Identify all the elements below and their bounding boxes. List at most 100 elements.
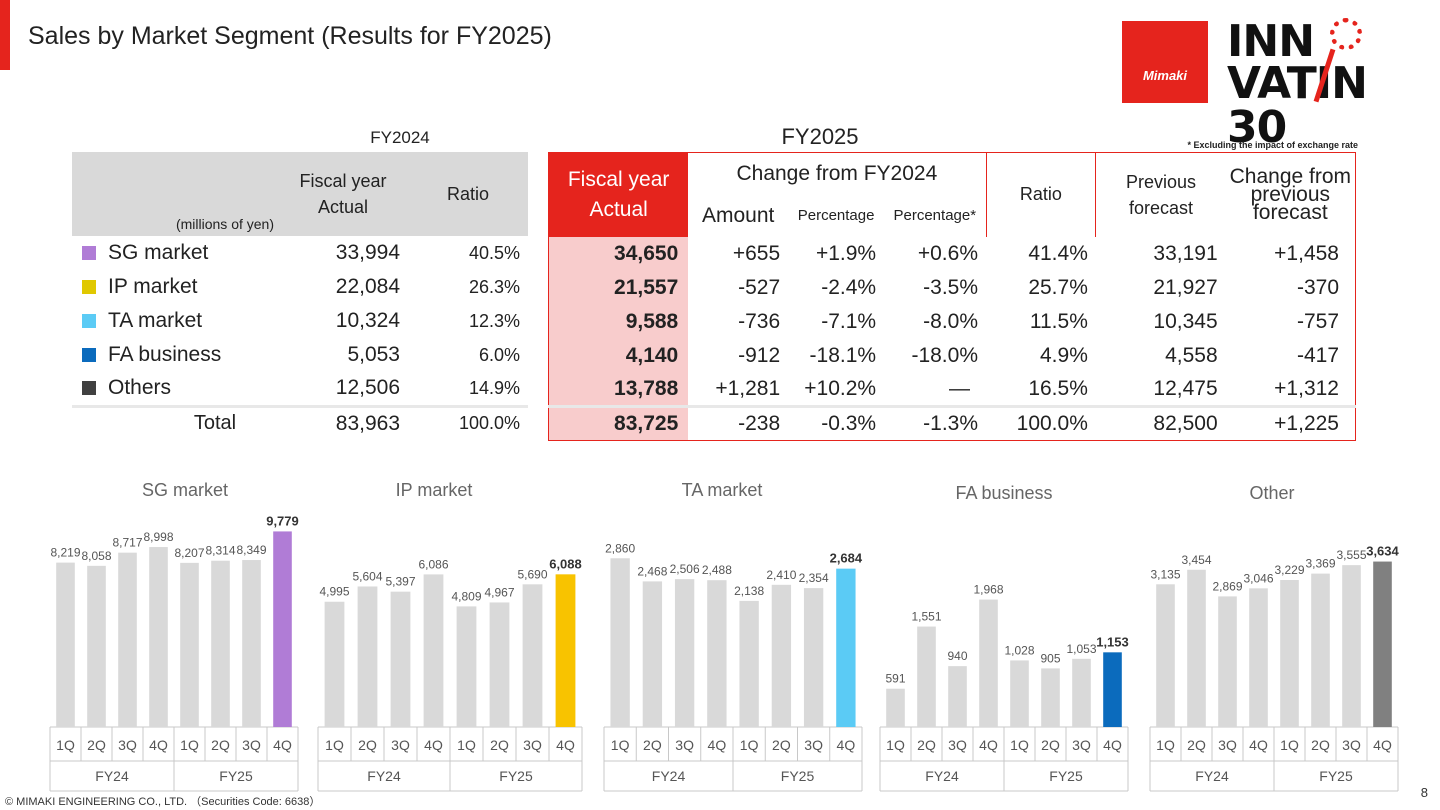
tick-label: 4Q <box>979 737 998 753</box>
fy24-actual: 10,324 <box>335 309 400 332</box>
table-row: 9,588 -736 -7.1% -8.0% 11.5% 10,345 -757 <box>548 304 1356 339</box>
fy25-ratio: 41.4% <box>1028 241 1088 265</box>
fy25-col-change-prev: Change from previous forecast <box>1229 164 1352 224</box>
tick-label: 3Q <box>1072 737 1091 753</box>
bar <box>1072 658 1091 727</box>
fy25-pct: +1.9% <box>815 241 877 265</box>
chart-svg: 2,860 1Q 2,468 2Q 2,506 3Q 2,488 4Q 2,138 1Q 2,410… <box>603 541 863 792</box>
group-label: FY24 <box>95 768 129 784</box>
bar <box>707 580 727 727</box>
tick-label: 2Q <box>87 737 106 753</box>
tick-label: 1Q <box>56 737 75 753</box>
tick-label: 1Q <box>1280 737 1299 753</box>
fy25-pct-star: -3.5% <box>923 275 978 299</box>
data-label: 3,369 <box>1305 557 1335 571</box>
sg-swatch <box>82 246 96 260</box>
fy24-ratio: 40.5% <box>468 242 520 263</box>
data-label: 8,998 <box>143 530 173 544</box>
table-row: SG market 33,994 40.5% <box>72 236 528 270</box>
tick-label: 4Q <box>273 737 292 753</box>
bar <box>555 574 576 727</box>
segment-name: Others <box>108 376 172 400</box>
table-row: 4,140 -912 -18.1% -18.0% 4.9% 4,558 -417 <box>548 338 1356 373</box>
bar <box>357 586 378 727</box>
bar <box>118 552 137 727</box>
bar <box>1041 668 1060 727</box>
tick-label: 1Q <box>180 737 199 753</box>
data-label: 8,219 <box>50 546 80 560</box>
group-label: FY25 <box>781 768 815 784</box>
fy24-ratio: 6.0% <box>478 344 520 365</box>
fy25-prev: 21,927 <box>1153 275 1218 299</box>
group-label: FY24 <box>1195 768 1229 784</box>
page-title: Sales by Market Segment (Results for FY2… <box>28 22 552 50</box>
bar <box>1342 565 1361 727</box>
fy25-chg: +1,312 <box>1274 376 1339 400</box>
tick-label: 2Q <box>643 737 662 753</box>
data-label: 5,604 <box>352 569 382 583</box>
chart-svg: 591 1Q 1,551 2Q 940 3Q 1,968 4Q 1,028 1Q 905 2Q 1,05… <box>879 583 1129 792</box>
fy25-ratio: 4.9% <box>1040 343 1088 367</box>
table-row: Others 12,506 14.9% <box>72 372 528 406</box>
bar <box>324 601 345 727</box>
bar <box>242 560 261 727</box>
bar <box>771 584 792 727</box>
fy24-actual: 12,506 <box>335 376 400 400</box>
data-label: 4,995 <box>319 585 349 599</box>
data-label: 3,454 <box>1181 553 1211 567</box>
ip-swatch <box>82 280 96 294</box>
fy2025-heading: FY2025 <box>781 124 859 149</box>
data-label: 3,135 <box>1150 567 1180 581</box>
tick-label: 3Q <box>804 737 823 753</box>
fy25-ratio: 16.5% <box>1028 376 1088 400</box>
fa-business-chart: FA business 591 1Q 1,551 2Q 940 3Q 1,968 4Q 1,02… <box>879 470 1129 792</box>
other-chart: Other 3,135 1Q 3,454 2Q 2,869 3Q 3,046 4Q 3,229 1… <box>1149 470 1400 792</box>
data-label: 1,053 <box>1066 642 1096 656</box>
ta-swatch <box>82 314 96 328</box>
fy25-pct-star: -18.0% <box>911 343 978 367</box>
tick-label: 3Q <box>1218 737 1237 753</box>
group-label: FY24 <box>652 768 686 784</box>
fy25-col-pct: Percentage <box>797 207 875 224</box>
tick-label: 4Q <box>1249 737 1268 753</box>
fy25-chg: -370 <box>1296 275 1339 299</box>
chart-title: SG market <box>141 480 229 500</box>
data-label: 905 <box>1040 651 1060 665</box>
bar <box>1156 584 1175 727</box>
tick-label: 1Q <box>886 737 905 753</box>
fy25-ratio: 11.5% <box>1029 309 1088 333</box>
group-label: FY25 <box>1049 768 1083 784</box>
data-label: 3,229 <box>1274 563 1304 577</box>
others-swatch <box>82 381 96 396</box>
tick-label: 2Q <box>490 737 509 753</box>
tick-label: 2Q <box>1187 737 1206 753</box>
bar <box>979 599 998 727</box>
data-label: 5,397 <box>385 575 415 589</box>
total-row: 83,725 -238 -0.3% -1.3% 100.0% 82,500 +1… <box>548 405 1356 441</box>
fy25-actual: 9,588 <box>548 304 689 339</box>
tick-label: 3Q <box>118 737 137 753</box>
data-label: 3,634 <box>1366 544 1399 559</box>
page-number: 8 <box>1420 785 1428 800</box>
fy25-amount: +655 <box>732 241 781 265</box>
tick-label: 4Q <box>1103 737 1122 753</box>
fy25-prev: 33,191 <box>1153 241 1218 265</box>
group-label: FY25 <box>1319 768 1353 784</box>
unit-label: (millions of yen) <box>72 152 278 236</box>
data-label: 8,207 <box>174 546 204 560</box>
data-label: 940 <box>947 649 967 663</box>
tick-label: 4Q <box>708 737 727 753</box>
data-label: 9,779 <box>266 513 299 528</box>
bar <box>1187 569 1206 727</box>
data-label: 6,086 <box>418 557 448 571</box>
fy25-prev: 12,475 <box>1153 376 1218 400</box>
fy25-prev: 10,345 <box>1153 309 1218 333</box>
tick-label: 2Q <box>358 737 377 753</box>
bar <box>390 591 411 727</box>
innovation-logo-ring <box>1330 18 1362 50</box>
fy2024-heading: FY2024 <box>370 128 430 147</box>
tick-label: 4Q <box>556 737 575 753</box>
tick-label: 4Q <box>424 737 443 753</box>
chart-title: FA business <box>955 483 1053 503</box>
total-row: Total 83,963 100.0% <box>72 404 528 440</box>
